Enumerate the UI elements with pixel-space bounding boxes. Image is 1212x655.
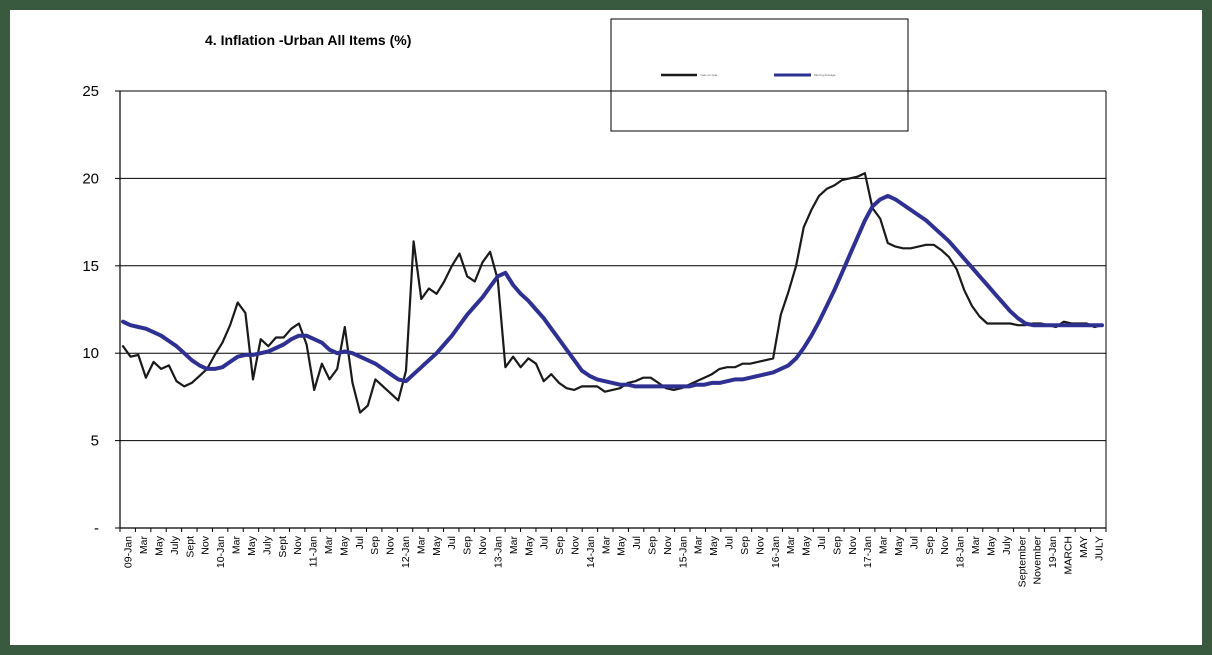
x-tick-label: Sep [739, 536, 751, 555]
series-line-moving-average [121, 193, 1104, 389]
axes [119, 91, 1107, 529]
legend-label-year-on-year: Year-on-Year [700, 73, 717, 77]
x-tick-label: JULY [1093, 536, 1105, 561]
x-tick-label: July [169, 535, 181, 554]
x-tick-label: Sep [369, 536, 381, 555]
x-tick-label: Sep [462, 536, 474, 555]
x-tick-label: Jul [446, 536, 458, 549]
x-tick-label: Mar [970, 536, 982, 555]
chart-title: 4. Inflation -Urban All Items (%) [205, 32, 411, 48]
x-axis-ticks: 09-Jan Mar May July Sept Nov 10-Jan Mar May July S… [119, 528, 1107, 588]
x-tick-label: July [1001, 535, 1013, 554]
x-tick-label: September [1016, 536, 1028, 588]
y-tick-label: 20 [82, 170, 99, 187]
x-tick-label: 12-Jan [400, 536, 412, 568]
x-tick-label: 15-Jan [677, 536, 689, 568]
x-tick-label: 11-Jan [308, 536, 320, 567]
x-tick-label: Mar [231, 536, 243, 555]
x-tick-label: Mar [785, 536, 797, 555]
x-tick-label: 09-Jan [123, 536, 135, 568]
x-tick-label: Nov [569, 535, 581, 554]
x-tick-label: Mar [878, 536, 890, 555]
x-tick-label: May [616, 535, 628, 556]
x-tick-label: Nov [662, 535, 674, 554]
x-tick-label: May [154, 535, 166, 556]
x-tick-label: Sep [647, 536, 659, 555]
x-tick-label: 14-Jan [585, 536, 597, 568]
y-tick-label: 15 [82, 258, 99, 275]
x-tick-label: May [801, 535, 813, 556]
x-tick-label: Mar [508, 536, 520, 555]
x-tick-label: Sep [554, 536, 566, 555]
x-tick-label: Nov [754, 535, 766, 554]
x-tick-label: 13-Jan [492, 536, 504, 568]
gridlines [120, 90, 1106, 442]
x-tick-label: Sept [277, 536, 289, 558]
x-tick-label: Jul [539, 536, 551, 549]
legend: Year-on-Year Moving Average [610, 18, 909, 132]
x-tick-label: Sep [831, 536, 843, 555]
x-tick-label: Sept [184, 536, 196, 558]
x-tick-label: May [246, 535, 258, 556]
y-axis-ticks: 25 20 15 10 5 - [82, 83, 120, 537]
series-line-year-on-year [121, 172, 1104, 414]
x-tick-label: 10-Jan [215, 536, 227, 568]
x-tick-label: May [338, 535, 350, 556]
x-tick-label: Mar [600, 536, 612, 555]
x-tick-label: Jul [354, 536, 366, 549]
y-tick-label: 5 [91, 433, 99, 450]
x-tick-label: Nov [847, 535, 859, 554]
x-tick-label: Nov [200, 535, 212, 554]
x-tick-label: Jul [908, 536, 920, 549]
x-tick-label: Mar [693, 536, 705, 555]
x-tick-label: May [893, 535, 905, 556]
x-tick-label: MAY [1078, 536, 1090, 558]
x-tick-label: November [1032, 535, 1044, 584]
x-tick-label: Jul [631, 536, 643, 549]
y-tick-label: 10 [82, 345, 99, 362]
line-chart: 4. Inflation -Urban All Items (%) Year-o… [82, 18, 1107, 588]
x-tick-label: MARCH [1062, 536, 1074, 575]
x-tick-label: May [523, 535, 535, 556]
legend-box [610, 18, 909, 132]
x-tick-label: 18-Jan [955, 536, 967, 568]
x-tick-label: Mar [323, 536, 335, 555]
x-tick-label: May [708, 535, 720, 556]
x-tick-label: 16-Jan [770, 536, 782, 568]
x-tick-label: Mar [138, 536, 150, 555]
x-tick-label: Jul [724, 536, 736, 549]
x-tick-label: Nov [939, 535, 951, 554]
y-tick-label: 25 [82, 83, 99, 100]
x-tick-label: Nov [477, 535, 489, 554]
x-tick-label: Sep [924, 536, 936, 555]
x-tick-label: Jul [816, 536, 828, 549]
series-lines [121, 172, 1104, 414]
x-tick-label: 19-Jan [1047, 536, 1059, 568]
x-tick-label: Nov [385, 535, 397, 554]
x-tick-label: May [431, 535, 443, 556]
legend-label-moving-average: Moving Average [814, 73, 836, 77]
x-tick-label: 17-Jan [862, 536, 874, 568]
y-tick-label: - [94, 520, 99, 537]
x-tick-label: July [261, 535, 273, 554]
x-tick-label: Nov [292, 535, 304, 554]
x-tick-label: May [985, 535, 997, 556]
x-tick-label: Mar [415, 536, 427, 555]
